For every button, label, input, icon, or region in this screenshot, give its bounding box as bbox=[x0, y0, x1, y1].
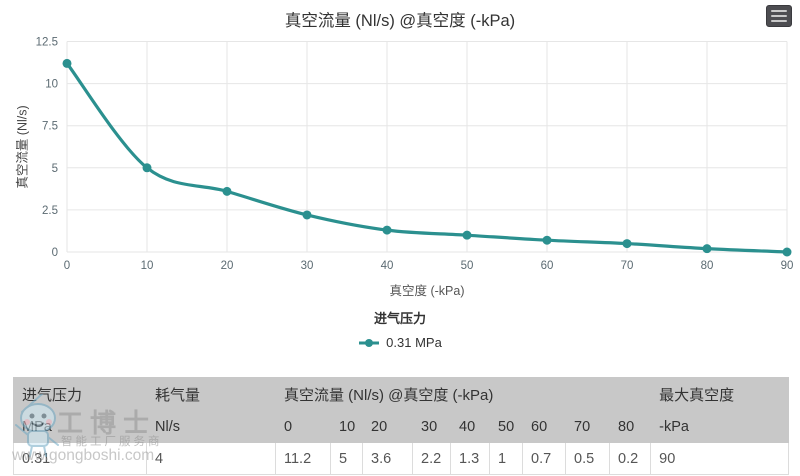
x-axis-tick-label: 0 bbox=[64, 260, 70, 272]
data-point[interactable] bbox=[622, 239, 632, 249]
table-cell: 90 bbox=[650, 442, 790, 475]
table-cell: 11.2 bbox=[275, 442, 331, 475]
x-axis-tick-label: 90 bbox=[781, 260, 794, 272]
data-point[interactable] bbox=[302, 210, 312, 220]
table-sub-header: MPa bbox=[13, 411, 147, 443]
table-cell: 1 bbox=[489, 442, 523, 475]
x-axis-tick-label: 10 bbox=[141, 260, 154, 272]
y-axis-tick-label: 5 bbox=[52, 163, 58, 175]
x-axis-tick-label: 40 bbox=[381, 260, 394, 272]
menu-bar bbox=[771, 14, 787, 18]
x-axis-tick-label: 50 bbox=[461, 260, 474, 272]
series-line bbox=[65, 61, 789, 254]
y-axis-tick-label: 2.5 bbox=[42, 205, 58, 217]
menu-bar bbox=[771, 9, 787, 13]
table-group-header: 真空流量 (Nl/s) @真空度 (-kPa) bbox=[274, 377, 652, 412]
chart-legend: 进气压力 0.31 MPa bbox=[0, 308, 800, 354]
table-sub-header: 0 bbox=[275, 411, 331, 443]
table-cell: 0.2 bbox=[608, 442, 652, 475]
table-sub-header: 70 bbox=[565, 411, 610, 443]
table-sub-header: 10 bbox=[330, 411, 363, 443]
legend-title: 进气压力 bbox=[373, 311, 426, 326]
menu-bar bbox=[771, 19, 787, 23]
y-axis-tick-label: 0 bbox=[52, 247, 58, 259]
x-axis-tick-label: 70 bbox=[621, 260, 634, 272]
table-sub-header: Nl/s bbox=[146, 411, 276, 443]
table-group-header: 耗气量 bbox=[146, 377, 276, 412]
data-point[interactable] bbox=[222, 186, 232, 196]
x-axis-tick-label: 30 bbox=[301, 260, 314, 272]
table-sub-header: 80 bbox=[608, 411, 652, 443]
y-axis-tick-label: 12.5 bbox=[36, 37, 58, 49]
table-cell: 1.3 bbox=[450, 442, 490, 475]
legend-item-label: 0.31 MPa bbox=[386, 335, 442, 350]
x-axis-tick-label: 60 bbox=[541, 260, 554, 272]
y-axis-tick-label: 7.5 bbox=[42, 121, 58, 133]
table-cell: 0.5 bbox=[565, 442, 610, 475]
table-sub-header: -kPa bbox=[650, 411, 790, 443]
data-point[interactable] bbox=[782, 247, 792, 257]
x-axis-tick-label: 20 bbox=[221, 260, 234, 272]
data-point[interactable] bbox=[702, 244, 712, 254]
table-sub-header: 50 bbox=[489, 411, 523, 443]
table-cell: 0.7 bbox=[522, 442, 566, 475]
table-sub-header: 40 bbox=[450, 411, 490, 443]
line-marker-icon bbox=[359, 338, 380, 347]
x-axis-tick-label: 80 bbox=[701, 260, 714, 272]
table-cell: 2.2 bbox=[412, 442, 451, 475]
table-group-header: 进气压力 bbox=[13, 377, 147, 412]
table-row: 0.31 4 11.2 5 3.6 2.2 1.3 1 0.7 0.5 0.2 90 bbox=[13, 442, 790, 475]
line-chart-plot: 0 2.5 5 7.5 10 12.5 0 10 20 30 40 50 60 70 80 90 bbox=[36, 37, 794, 273]
data-point[interactable] bbox=[142, 163, 152, 173]
table-cell: 4 bbox=[146, 442, 276, 475]
table-cell: 5 bbox=[330, 442, 363, 475]
x-axis-title: 真空度 (-kPa) bbox=[389, 284, 465, 298]
table-cell: 0.31 bbox=[13, 442, 147, 475]
data-point[interactable] bbox=[542, 235, 552, 245]
data-point[interactable] bbox=[62, 58, 72, 68]
hamburger-menu-icon[interactable] bbox=[766, 5, 792, 27]
table-cell: 3.6 bbox=[362, 442, 413, 475]
chart-title: 真空流量 (Nl/s) @真空度 (-kPa) bbox=[284, 12, 516, 30]
table-group-header: 最大真空度 bbox=[650, 377, 790, 412]
table-sub-header: 30 bbox=[412, 411, 451, 443]
spec-table: 进气压力 耗气量 真空流量 (Nl/s) @真空度 (-kPa) 最大真空度 MPa Nl… bbox=[13, 377, 790, 475]
y-axis-tick-label: 10 bbox=[45, 79, 58, 91]
data-point[interactable] bbox=[462, 230, 472, 240]
data-point[interactable] bbox=[382, 225, 392, 235]
table-sub-header: 60 bbox=[522, 411, 566, 443]
legend-item[interactable]: 0.31 MPa bbox=[358, 335, 442, 350]
table-sub-header: 20 bbox=[362, 411, 413, 443]
y-axis-title: 真空流量 (Nl/s) bbox=[15, 105, 30, 189]
